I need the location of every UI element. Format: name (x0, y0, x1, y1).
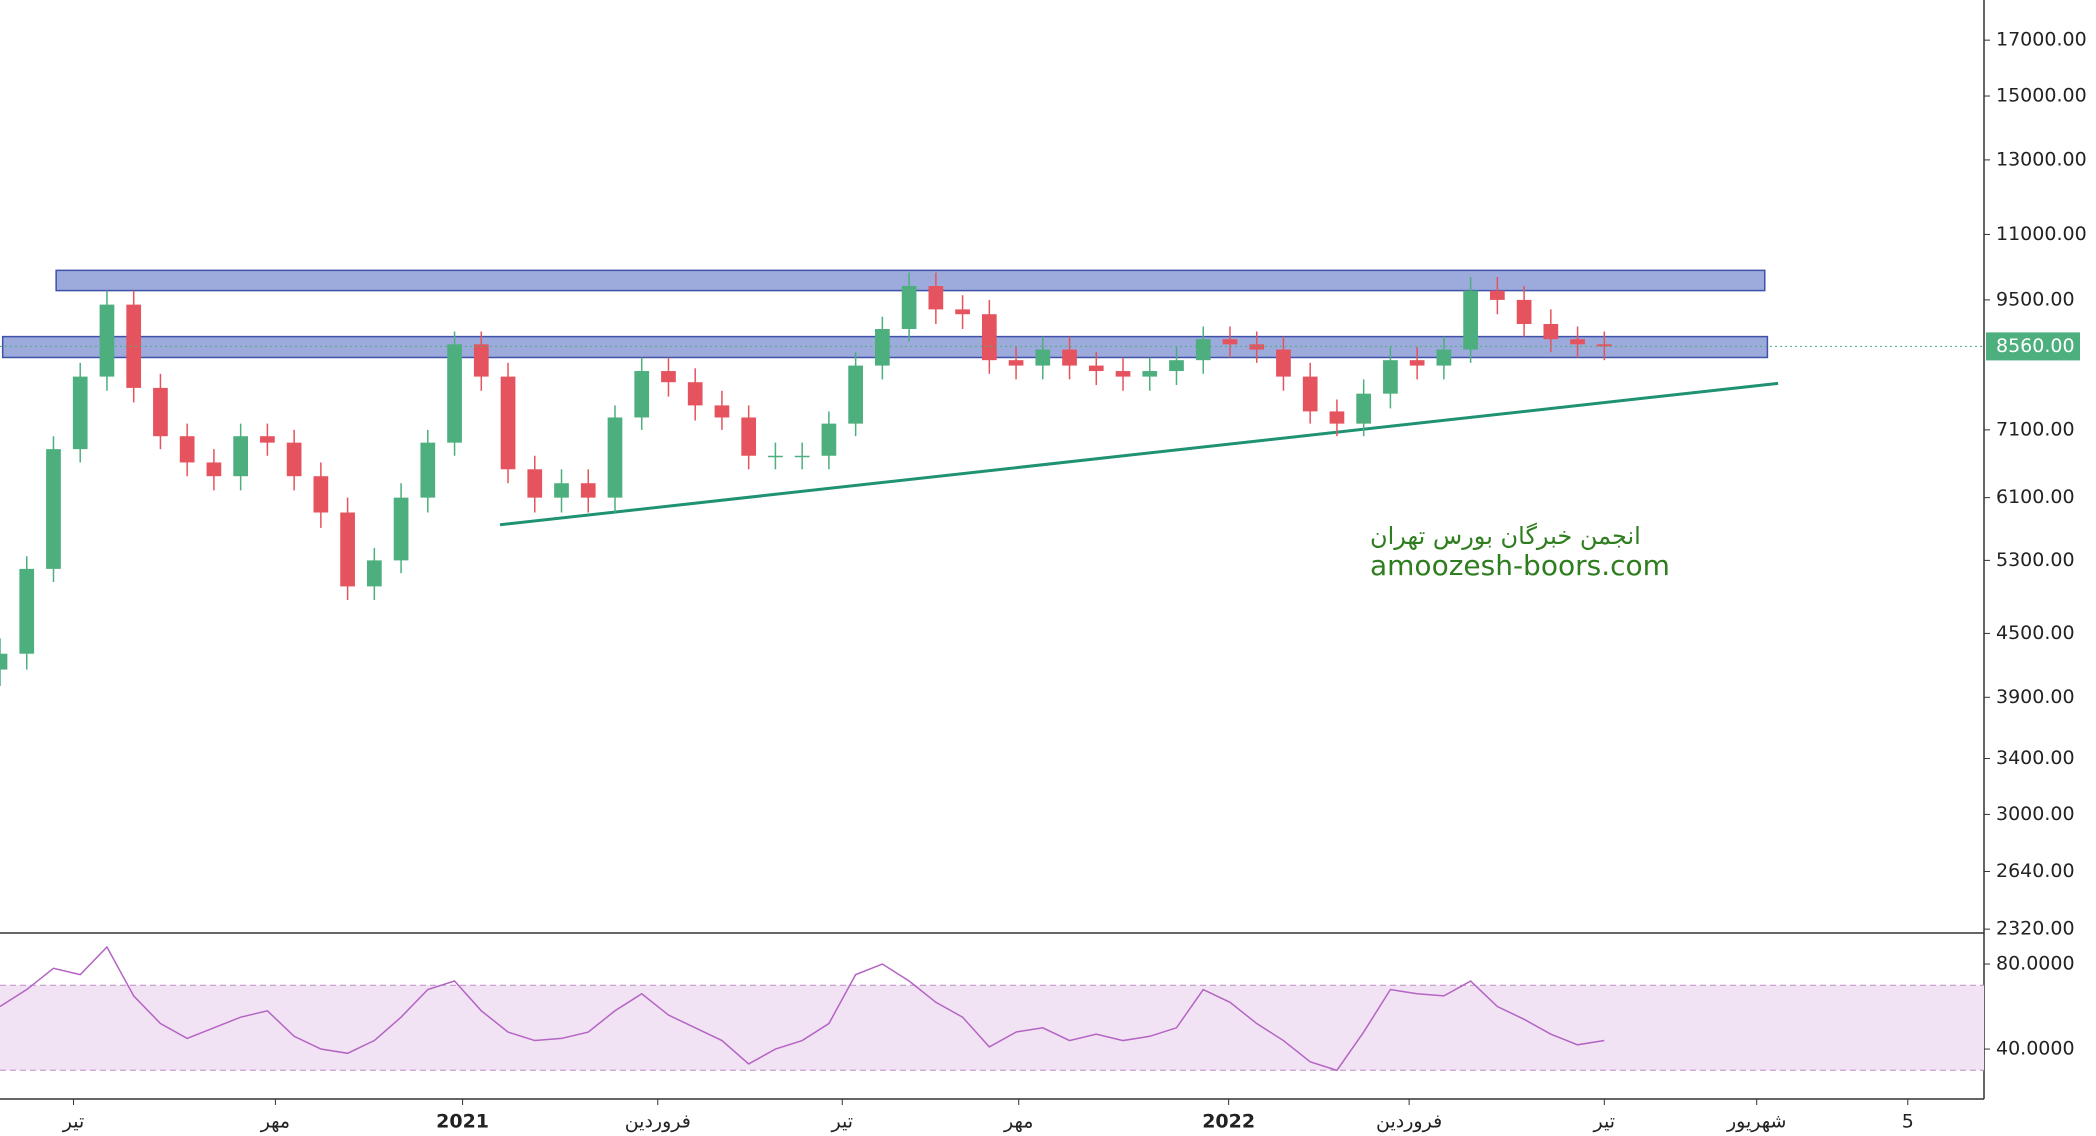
candle-body (72, 376, 88, 450)
x-tick-label: فروردین (1376, 1111, 1442, 1133)
candle-body (1383, 360, 1398, 394)
y-tick-label: 4500.00 (1996, 622, 2075, 644)
y-tick-label: 2320.00 (1996, 918, 2075, 940)
candle-body (447, 344, 462, 443)
candle-body (768, 455, 783, 458)
candle-body (1088, 365, 1104, 372)
candle-body (473, 344, 489, 377)
candle-body (1490, 290, 1505, 300)
candle-body (848, 365, 863, 424)
candle-body (634, 371, 650, 418)
y-tick-label: 17000.00 (1996, 29, 2087, 51)
y-tick-label: 13000.00 (1996, 148, 2087, 170)
candle-body (1195, 339, 1211, 361)
candle-body (179, 436, 195, 463)
candle-body (393, 497, 409, 561)
candle-body (1596, 344, 1612, 347)
candle-body (821, 423, 837, 456)
candle-body (1302, 376, 1318, 412)
candle-body (661, 371, 676, 383)
y-tick-label: 9500.00 (1996, 288, 2075, 310)
rsi-line (0, 945, 1605, 1072)
candle-body (741, 417, 757, 456)
candle-body (1276, 349, 1291, 377)
candle-body (687, 382, 703, 406)
candle-body (1142, 371, 1158, 377)
candle-body (1115, 371, 1131, 377)
candle-body (46, 449, 61, 569)
candle-body (714, 405, 730, 418)
x-tick-label: تیر (1593, 1111, 1616, 1133)
candle-body (607, 417, 623, 498)
candle-body (340, 512, 355, 587)
candle-body (366, 560, 382, 587)
x-tick-label: تیر (831, 1111, 854, 1133)
candle-body (1409, 360, 1425, 366)
candle-body (313, 476, 329, 513)
candle-body (580, 483, 596, 498)
y-tick-label: 5300.00 (1996, 549, 2075, 571)
y-tick-label: 15000.00 (1996, 85, 2087, 107)
candle-body (500, 376, 516, 470)
trendline (499, 381, 1779, 527)
y-tick-label: 2640.00 (1996, 860, 2075, 882)
candle-body (286, 442, 302, 477)
candle-body (901, 286, 917, 330)
candle-body (1222, 339, 1238, 345)
y-tick-label: 3400.00 (1996, 747, 2075, 769)
x-tick-label: 5 (1902, 1111, 1914, 1133)
y-tick-label: 6100.00 (1996, 486, 2075, 508)
x-tick-label: شهریور (1726, 1111, 1786, 1133)
candle-body (1543, 324, 1559, 340)
candle-body (0, 653, 8, 670)
candle-body (99, 304, 115, 377)
candle-body (420, 442, 436, 498)
y-tick-label: 3900.00 (1996, 686, 2075, 708)
candle-body (19, 568, 35, 654)
y-tick-label: 11000.00 (1996, 223, 2087, 245)
x-tick-label: مهر (260, 1111, 290, 1133)
candle-body (1169, 360, 1184, 372)
y-tick-label: 7100.00 (1996, 418, 2075, 440)
candle-body (1249, 344, 1265, 350)
x-tick-label: 2022 (1202, 1111, 1255, 1133)
watermark-url: amoozesh-boors.com (1370, 549, 1670, 582)
candle-body (981, 314, 997, 361)
candle-body (233, 436, 248, 477)
candle-body (1329, 411, 1345, 424)
x-tick-label: فروردین (625, 1111, 691, 1133)
watermark-persian: انجمن خبرگان بورس تهران (1370, 522, 1641, 550)
candle-body (527, 469, 543, 498)
candle-body (1570, 339, 1585, 345)
candle-body (1356, 393, 1372, 424)
candle-body (260, 436, 275, 443)
candle-body (153, 387, 168, 437)
candle-body (875, 329, 890, 366)
candle-body (928, 286, 944, 310)
candle-body (1035, 349, 1051, 366)
candle-body (554, 483, 569, 498)
y-tick-label: 3000.00 (1996, 803, 2075, 825)
last-price-box (1986, 332, 2080, 361)
candle-body (955, 309, 970, 315)
x-tick-label: مهر (1003, 1111, 1033, 1133)
x-tick-label: 2021 (436, 1111, 489, 1133)
candle-body (794, 455, 810, 458)
candle-body (1516, 299, 1532, 325)
candle-body (1463, 290, 1478, 350)
y-tick-label: 40.0000 (1996, 1038, 2075, 1060)
candle-body (1008, 360, 1024, 366)
candle-body (206, 462, 222, 477)
last-price-label: 8560.00 (1996, 335, 2075, 357)
candle-body (126, 304, 142, 388)
candle-body (1436, 349, 1452, 366)
y-tick-label: 80.0000 (1996, 953, 2075, 975)
candle-body (1062, 349, 1077, 366)
rsi-band (0, 985, 1984, 1071)
x-tick-label: تیر (62, 1111, 85, 1133)
